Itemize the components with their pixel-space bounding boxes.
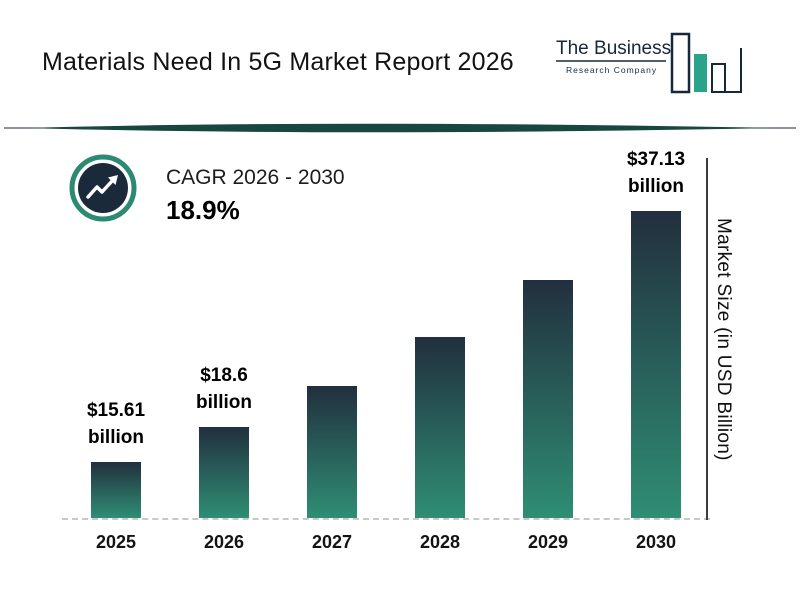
company-logo: The Business Research Company [556,32,742,94]
y-axis-line [706,158,708,520]
bar-value-label: $37.13 billion [626,148,686,198]
y-axis-title: Market Size (in USD Billion) [713,217,734,461]
bar-column: $15.61 billion [62,140,170,518]
bar [199,427,249,518]
x-axis-label: 2030 [635,532,677,552]
logo-line2: Research Company [566,65,657,75]
bar-column: $18.6 billion [170,140,278,518]
logo-line1: The Business [556,38,671,59]
y-axis-title-wrap: Market Size (in USD Billion) [712,158,734,520]
bars-area: $15.61 billion $18.6 billion $37.13 billion [62,140,710,520]
bar-column [386,140,494,518]
divider-line [4,123,796,133]
x-axis-label: 2028 [419,532,461,552]
bar [523,280,573,518]
cagr-badge [69,154,137,222]
x-axis-label: 2026 [203,532,245,552]
x-axis-label: 2029 [527,532,569,552]
cagr-label: CAGR 2026 - 2030 [166,166,345,189]
chart-title: Materials Need In 5G Market Report 2026 [42,48,514,76]
bar [307,386,357,518]
trend-up-icon [86,175,118,199]
x-axis-label: 2025 [95,532,137,552]
bar-value-label: $15.61 billion [86,399,146,449]
cagr-text-block: CAGR 2026 - 2030 18.9% [166,166,345,226]
x-axis-labels: 2025 2026 2027 2028 2029 2030 [62,532,710,553]
bar [91,462,141,518]
bar [631,211,681,518]
bar [415,337,465,518]
logo-bars-icon [670,32,742,94]
bar-column [278,140,386,518]
cagr-value: 18.9% [166,195,240,225]
bar-column [494,140,602,518]
bar-column: $37.13 billion [602,140,710,518]
bar-value-label: $18.6 billion [196,364,252,414]
x-axis-label: 2027 [311,532,353,552]
